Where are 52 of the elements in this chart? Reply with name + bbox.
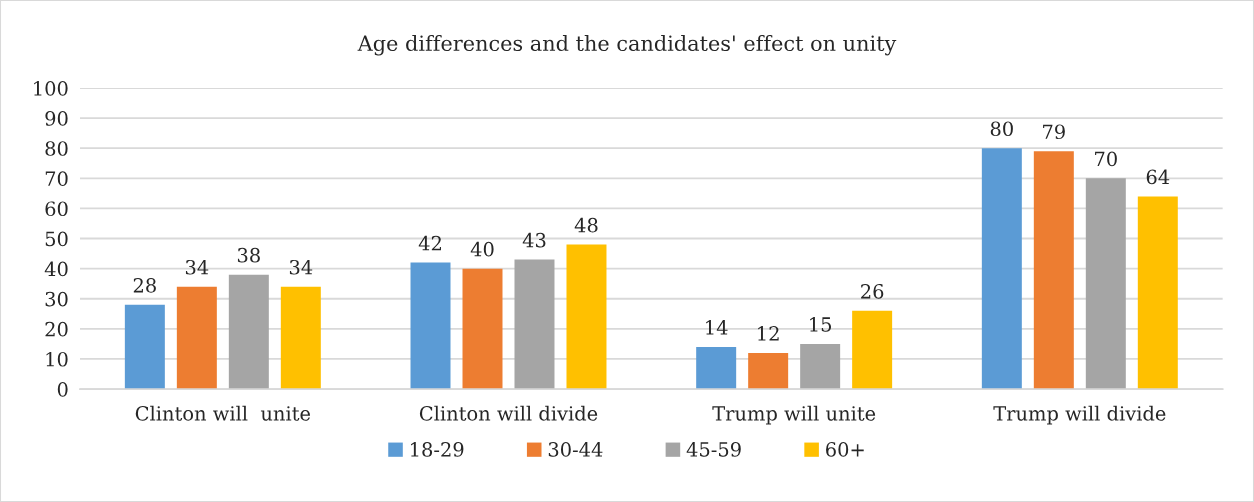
data-label: 48 bbox=[574, 217, 598, 233]
bar bbox=[1085, 178, 1126, 390]
y-tick-label: 90 bbox=[45, 111, 68, 126]
data-label: 70 bbox=[1095, 151, 1117, 167]
bar bbox=[514, 259, 555, 390]
y-tick-label: 80 bbox=[45, 141, 68, 156]
x-tick-label: Trump will unite bbox=[712, 405, 876, 425]
bar bbox=[462, 268, 503, 390]
data-label: 14 bbox=[706, 320, 728, 335]
bar bbox=[852, 310, 893, 390]
legend-label: 18-29 bbox=[411, 442, 464, 457]
data-label: 38 bbox=[237, 247, 260, 263]
data-label: 79 bbox=[1043, 124, 1065, 140]
data-label: 80 bbox=[990, 121, 1013, 137]
data-label: 15 bbox=[810, 317, 832, 332]
bar bbox=[566, 244, 607, 390]
bar bbox=[280, 286, 321, 390]
y-tick-label: 40 bbox=[44, 261, 68, 277]
y-tick-label: 0 bbox=[57, 382, 68, 397]
bar bbox=[800, 343, 841, 390]
bar bbox=[696, 346, 737, 390]
bar bbox=[1137, 196, 1178, 390]
bar bbox=[1033, 151, 1074, 390]
y-tick-label: 60 bbox=[45, 201, 68, 217]
bar bbox=[748, 352, 789, 390]
legend-label: 60+ bbox=[826, 442, 864, 457]
data-label: 28 bbox=[133, 277, 156, 293]
bar bbox=[410, 262, 451, 390]
x-tick-label: Trump will divide bbox=[993, 405, 1166, 425]
data-label: 40 bbox=[470, 241, 494, 257]
y-tick-label: 20 bbox=[45, 321, 68, 337]
data-label: 34 bbox=[185, 259, 209, 275]
data-label: 64 bbox=[1146, 169, 1170, 185]
data-label: 34 bbox=[289, 259, 313, 275]
x-tick-label: Clinton will unite bbox=[135, 405, 311, 421]
data-label: 43 bbox=[522, 232, 546, 248]
chart-title: Age differences and the candidates' effect on unity bbox=[357, 34, 897, 56]
legend-label: 30-44 bbox=[548, 442, 603, 457]
bar bbox=[176, 286, 217, 390]
bar bbox=[981, 148, 1022, 390]
y-tick-label: 10 bbox=[46, 351, 68, 367]
y-tick-label: 100 bbox=[34, 80, 68, 96]
x-tick-label: Clinton will divide bbox=[419, 405, 598, 421]
y-tick-label: 70 bbox=[45, 171, 68, 186]
legend-label: 45-59 bbox=[686, 442, 741, 457]
data-label: 42 bbox=[418, 235, 441, 251]
y-tick-label: 30 bbox=[45, 291, 68, 307]
y-tick-label: 50 bbox=[45, 231, 68, 247]
bar bbox=[124, 304, 165, 390]
data-label: 12 bbox=[758, 326, 779, 341]
data-label: 26 bbox=[861, 283, 884, 299]
bar bbox=[228, 274, 269, 390]
